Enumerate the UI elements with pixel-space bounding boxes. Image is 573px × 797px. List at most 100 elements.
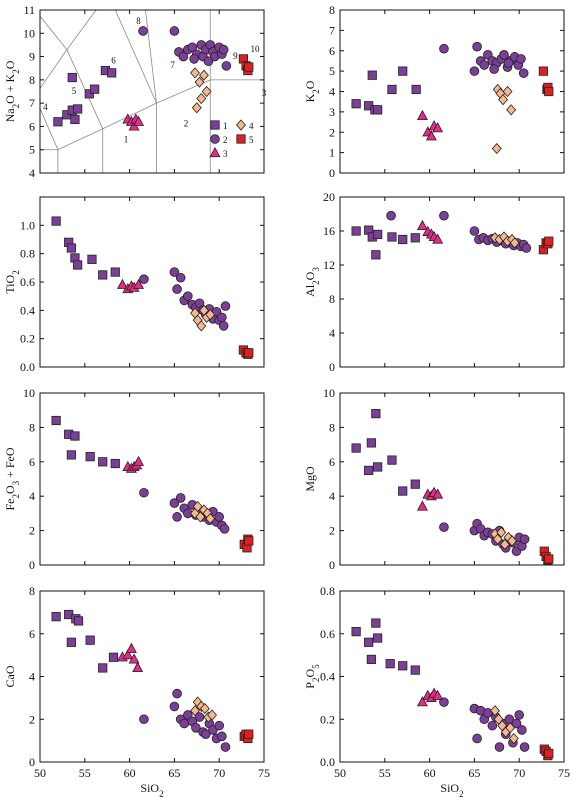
x-tick-label: 65 xyxy=(168,766,180,780)
legend: 1 2 3 4 5 xyxy=(209,119,254,159)
data-point xyxy=(169,26,180,36)
data-point xyxy=(85,452,95,462)
series-4 xyxy=(190,696,217,723)
series-3 xyxy=(116,278,145,294)
data-point xyxy=(492,533,503,545)
data-point xyxy=(62,110,72,120)
y-tick-label: 11 xyxy=(23,3,35,17)
data-point xyxy=(410,665,420,675)
data-point xyxy=(371,250,381,260)
data-point xyxy=(244,348,254,358)
data-point xyxy=(544,748,554,759)
series-2 xyxy=(386,210,532,253)
series-2 xyxy=(439,697,530,752)
data-point xyxy=(201,85,212,98)
y-tick-label: 0 xyxy=(329,166,335,180)
data-point xyxy=(214,512,225,522)
panel-tas: 1 2 3 4 5 6 7 8 9 10 4 5 6 7 8 9 10 11 Na2O + K2O 1 2 3 4 5 xyxy=(3,3,267,180)
y-tick-label: 8 xyxy=(329,420,335,434)
y-tick-label: 10 xyxy=(23,26,35,40)
series-2 xyxy=(139,487,230,534)
tas-field-label: 9 xyxy=(233,51,238,61)
y-tick-label: 0.8 xyxy=(20,247,35,261)
y-tick-label: 8 xyxy=(29,73,35,87)
data-point xyxy=(472,733,482,744)
y-tick-label: 0.2 xyxy=(320,712,335,726)
plot-frame xyxy=(339,590,565,763)
y-tick-label: 10 xyxy=(23,386,35,400)
y-axis-label: P2O5 xyxy=(303,664,321,689)
data-point xyxy=(191,102,202,114)
data-point xyxy=(169,498,180,508)
series-3 xyxy=(416,109,444,141)
data-point xyxy=(521,243,532,253)
series-1 xyxy=(51,609,119,673)
data-point xyxy=(98,663,108,673)
data-point xyxy=(351,627,361,637)
tas-field-label: 6 xyxy=(111,56,116,66)
series-3 xyxy=(416,486,444,511)
y-tick-label: 0.4 xyxy=(20,303,35,317)
data-point xyxy=(133,278,145,289)
y-tick-label: 4 xyxy=(329,489,335,503)
data-point xyxy=(416,500,428,511)
data-point xyxy=(125,642,137,653)
series-4 xyxy=(190,67,212,114)
series-1 xyxy=(53,65,117,127)
tas-field-label: 7 xyxy=(170,60,175,70)
y-axis-label: Al2O3 xyxy=(303,267,321,297)
x-tick-label: 75 xyxy=(258,766,270,780)
series-3 xyxy=(122,455,145,473)
y-tick-label: 6 xyxy=(29,455,35,469)
data-point xyxy=(73,260,83,270)
series-2 xyxy=(139,688,231,752)
legend-label: 5 xyxy=(249,135,254,145)
data-point xyxy=(544,554,554,564)
data-point xyxy=(502,85,513,98)
series-5 xyxy=(539,744,554,761)
y-tick-label: 0.0 xyxy=(320,755,335,769)
data-point xyxy=(122,649,134,660)
panel-fe: 0 2 4 6 8 10 Fe2O3 + FeO xyxy=(3,386,265,572)
data-point xyxy=(67,72,77,83)
series-5 xyxy=(538,236,554,255)
y-tick-label: 6 xyxy=(329,44,335,58)
series-2 xyxy=(439,41,529,78)
y-tick-label: 6 xyxy=(329,455,335,469)
x-tick-label: 70 xyxy=(213,766,225,780)
series-1 xyxy=(51,415,120,469)
data-point xyxy=(351,443,361,453)
y-tick-label: 0.8 xyxy=(320,584,335,598)
y-tick-label: 1.0 xyxy=(20,218,35,232)
y-axis-label: CaO xyxy=(3,665,17,687)
data-point xyxy=(364,637,374,647)
legend-marker xyxy=(210,134,220,144)
data-point xyxy=(66,637,76,647)
panel-tio2: 0.0 0.2 0.4 0.6 0.8 1.0 TiO2 xyxy=(3,196,265,374)
series-1 xyxy=(351,618,420,675)
data-point xyxy=(491,142,502,155)
series-5 xyxy=(238,345,254,359)
y-axis-label: Na2O + K2O xyxy=(3,60,21,122)
y-tick-label: 0 xyxy=(329,558,335,572)
y-tick-label: 0.6 xyxy=(20,275,35,289)
series-3 xyxy=(116,642,144,673)
data-point xyxy=(373,105,383,115)
data-point xyxy=(398,66,408,76)
data-point xyxy=(116,278,128,289)
data-point xyxy=(217,731,227,742)
data-point xyxy=(425,130,437,141)
data-point xyxy=(416,696,428,707)
tas-field-label: 4 xyxy=(43,102,48,112)
data-point xyxy=(133,455,145,466)
data-point xyxy=(367,70,377,80)
data-point xyxy=(179,718,190,729)
legend-label: 3 xyxy=(223,149,228,159)
data-point xyxy=(110,267,120,277)
data-point xyxy=(373,462,383,472)
data-point xyxy=(196,320,207,332)
tas-boundary-line xyxy=(145,10,157,104)
data-point xyxy=(416,219,428,231)
data-point xyxy=(70,114,80,125)
